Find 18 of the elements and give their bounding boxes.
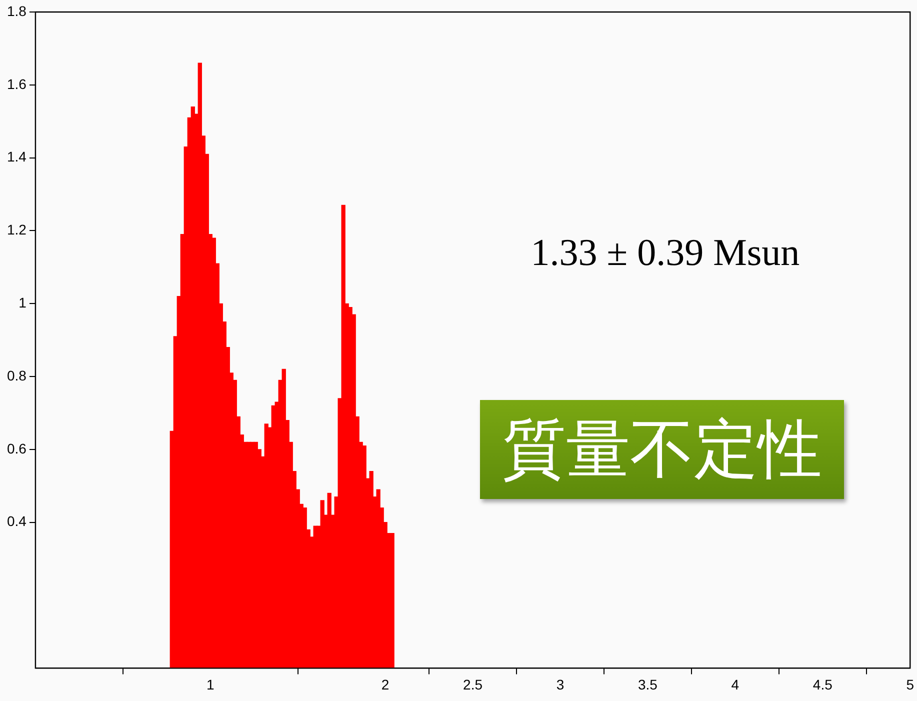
text: 質量不定性 xyxy=(480,400,844,499)
y-tick-label: 1.6 xyxy=(6,76,27,92)
x-tick-label: 4.5 xyxy=(812,676,833,692)
y-tick-label: 1 xyxy=(18,294,27,311)
x-tick-label: 4 xyxy=(731,676,740,692)
y-tick-label: 1.4 xyxy=(6,148,27,165)
x-tick-label: 1 xyxy=(206,676,214,692)
y-tick-label: 1.8 xyxy=(6,2,27,19)
x-tick-label: 2 xyxy=(381,676,390,692)
y-tick-label: 1.2 xyxy=(6,222,27,238)
x-tick-label: 5 xyxy=(906,676,914,692)
y-tick-label: 0.4 xyxy=(6,513,27,530)
annotation: 1.33 ± 0.39 Msun xyxy=(530,232,800,274)
x-tick-label: 3 xyxy=(556,676,564,692)
x-tick-label: 2.5 xyxy=(463,676,483,692)
x-tick-label: 3.5 xyxy=(638,676,658,692)
y-tick-label: 0.8 xyxy=(6,367,27,384)
y-tick-label: 0.6 xyxy=(6,440,27,456)
